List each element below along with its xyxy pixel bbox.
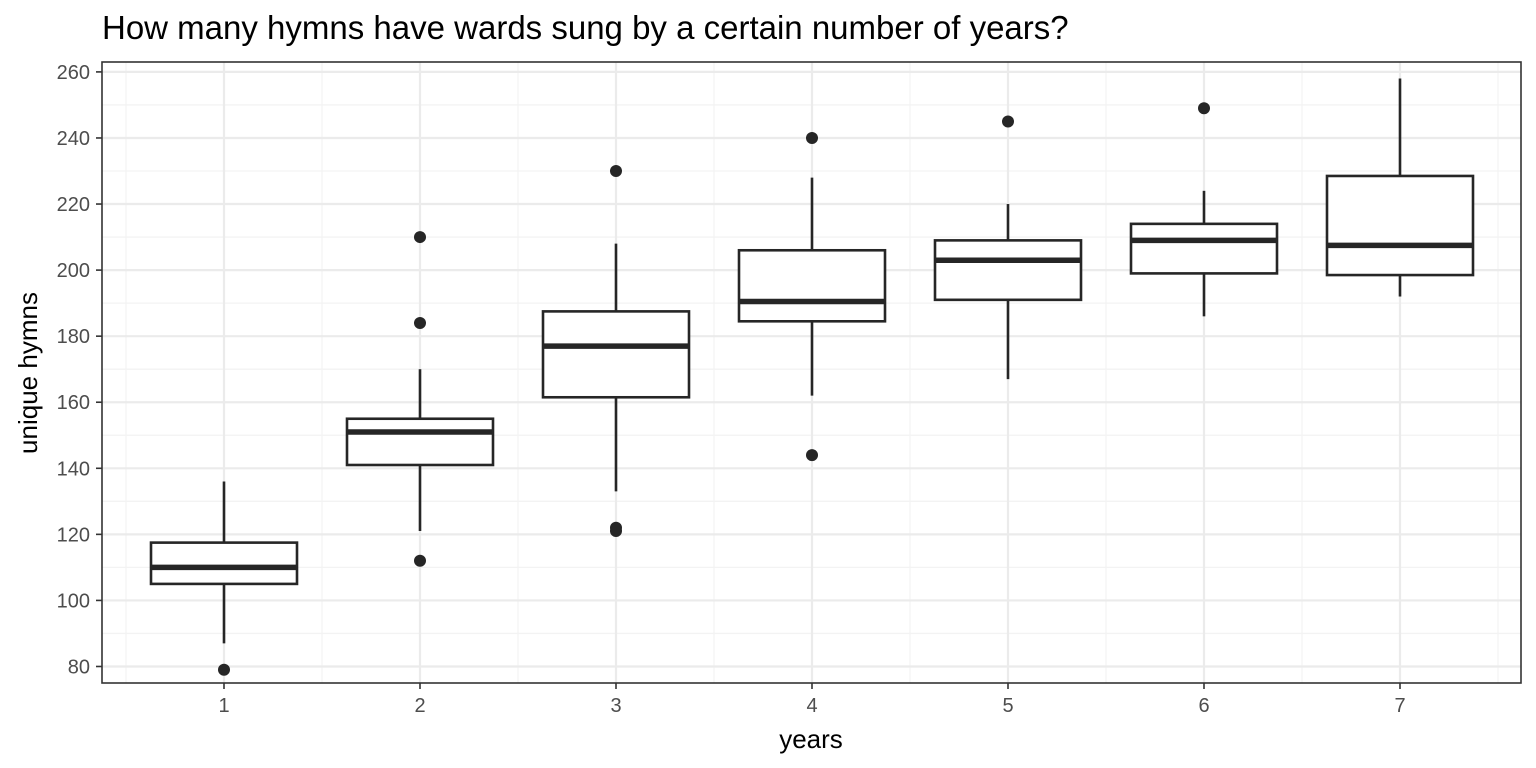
y-axis-title: unique hymns [13, 292, 43, 454]
box-iqr [149, 541, 299, 586]
outlier-point [414, 554, 426, 567]
y-tick-label: 140 [57, 458, 90, 480]
outlier-point [218, 663, 230, 676]
y-tick-label: 80 [68, 656, 90, 678]
box-iqr [1325, 174, 1475, 277]
chart-title: How many hymns have wards sung by a cert… [102, 9, 1069, 46]
y-tick-label: 160 [57, 392, 90, 414]
x-tick-label: 3 [610, 695, 621, 717]
x-tick-label: 6 [1198, 695, 1209, 717]
y-tick-label: 220 [57, 194, 90, 216]
box-iqr [541, 310, 691, 399]
y-tick-label: 180 [57, 326, 90, 348]
box-iqr [1129, 222, 1279, 275]
x-axis-title: years [779, 724, 843, 754]
box-iqr [345, 417, 495, 467]
y-tick-label: 120 [57, 524, 90, 546]
y-tick-label: 240 [57, 128, 90, 150]
y-tick-label: 260 [57, 62, 90, 84]
x-tick-label: 7 [1394, 695, 1405, 717]
box-iqr [933, 239, 1083, 302]
x-tick-label: 4 [806, 695, 817, 717]
outlier-point [806, 131, 818, 144]
x-tick-label: 2 [414, 695, 425, 717]
outlier-point [1198, 102, 1210, 115]
outlier-point [414, 316, 426, 329]
outlier-point [414, 231, 426, 244]
y-tick-label: 100 [57, 590, 90, 612]
outlier-point [610, 521, 622, 534]
outlier-point [806, 449, 818, 462]
x-tick-label: 1 [218, 695, 229, 717]
y-tick-label: 200 [57, 260, 90, 282]
plot-area: 80 100 120 140 160 180 200 220 240 260 1 2 3 4 5 6 7 [57, 61, 1522, 717]
x-tick-label: 5 [1002, 695, 1013, 717]
outlier-point [610, 165, 622, 178]
box-iqr [737, 248, 887, 323]
outlier-point [1002, 115, 1014, 128]
